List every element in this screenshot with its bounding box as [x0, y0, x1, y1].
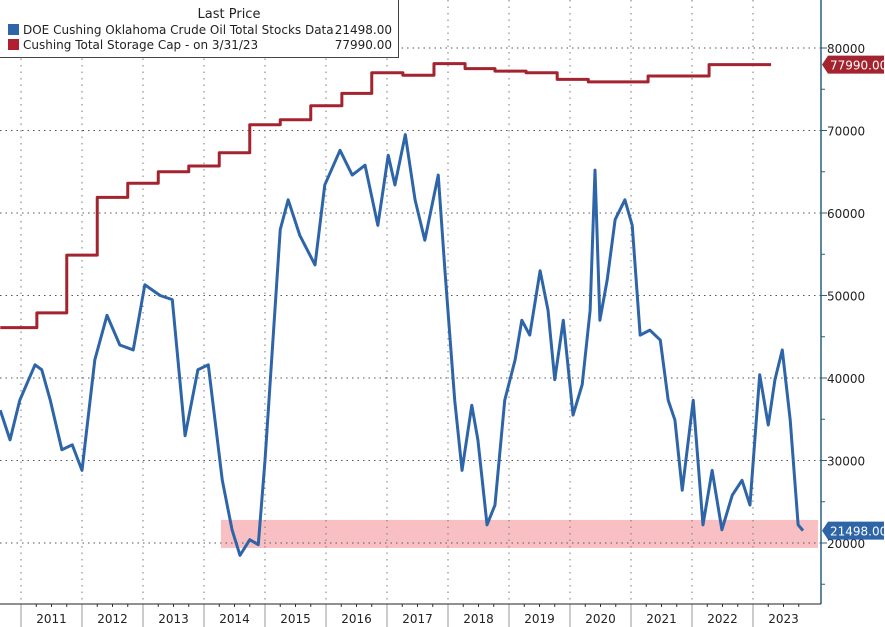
legend-label: DOE Cushing Oklahoma Crude Oil Total Sto…	[23, 22, 334, 37]
legend-swatch-red	[8, 39, 19, 50]
y-tick-label: 60000	[827, 207, 865, 221]
x-tick-label: 2017	[402, 612, 433, 626]
legend-label: Cushing Total Storage Cap - on 3/31/23	[23, 37, 259, 52]
last-value-text: 77990.00	[830, 59, 885, 73]
x-tick-label: 2023	[768, 612, 799, 626]
x-tick-label: 2014	[219, 612, 250, 626]
last-value-pill	[822, 55, 884, 74]
x-tick-label: 2016	[341, 612, 372, 626]
legend-item-capacity: Cushing Total Storage Cap - on 3/31/23 7…	[8, 37, 398, 52]
y-tick-label: 70000	[827, 125, 865, 139]
series-line-stocks	[0, 133, 805, 557]
legend: Last Price DOE Cushing Oklahoma Crude Oi…	[0, 0, 399, 58]
legend-value: 21498.00	[334, 22, 392, 37]
last-value-text: 21498.00	[830, 525, 885, 539]
y-tick-label: 30000	[827, 455, 865, 469]
y-tick-label: 50000	[827, 290, 865, 304]
x-tick-label: 2011	[36, 612, 67, 626]
x-tick-label: 2019	[524, 612, 555, 626]
series-line-capacity	[0, 62, 772, 330]
last-value-label: 77990.00	[822, 55, 885, 74]
y-tick-label: 20000	[827, 537, 865, 551]
x-tick-label: 2020	[585, 612, 616, 626]
legend-value: 77990.00	[334, 37, 392, 52]
last-value-label: 21498.00	[822, 521, 885, 540]
highlight-band	[221, 519, 818, 548]
legend-swatch-blue	[8, 24, 19, 35]
y-tick-label: 80000	[827, 42, 865, 56]
x-tick-label: 2018	[463, 612, 494, 626]
x-tick-label: 2013	[158, 612, 189, 626]
legend-title: Last Price	[197, 7, 261, 22]
last-value-pill	[822, 521, 884, 540]
legend-item-stocks: DOE Cushing Oklahoma Crude Oil Total Sto…	[8, 22, 398, 37]
x-tick-label: 2012	[97, 612, 128, 626]
y-tick-label: 40000	[827, 372, 865, 386]
x-tick-label: 2015	[280, 612, 311, 626]
x-tick-label: 2021	[646, 612, 677, 626]
x-tick-label: 2022	[707, 612, 738, 626]
